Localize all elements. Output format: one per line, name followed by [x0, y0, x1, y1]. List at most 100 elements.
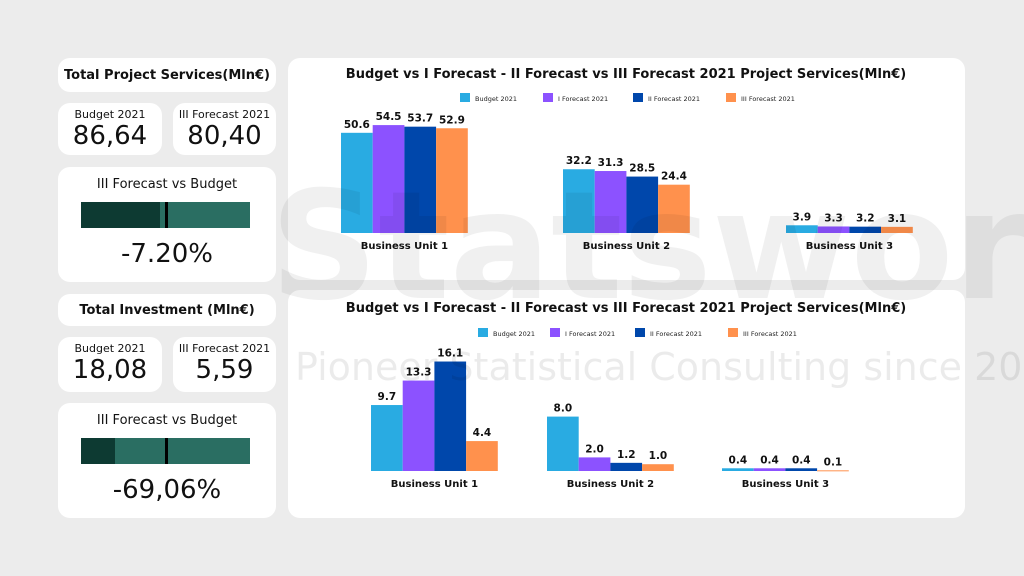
data-label: 13.3: [406, 367, 432, 379]
legend-label: III Forecast 2021: [743, 330, 797, 338]
project-services-title: Total Project Services(Mln€): [58, 58, 276, 92]
legend-label: II Forecast 2021: [648, 95, 700, 103]
legend-label: Budget 2021: [493, 330, 535, 338]
gauge-value: -7.20%: [121, 239, 213, 269]
bar: [849, 226, 882, 233]
bar: [547, 416, 579, 471]
chart-title: Budget vs I Forecast - II Forecast vs II…: [346, 301, 906, 316]
bar: [466, 441, 498, 471]
legend-label: Budget 2021: [475, 95, 517, 103]
category-label: Business Unit 3: [806, 241, 893, 252]
bar: [436, 128, 468, 233]
category-label: Business Unit 3: [742, 479, 829, 490]
bullet-gauge: [81, 202, 250, 228]
project-services-budget-card: Budget 2021 86,64: [58, 103, 162, 155]
investment-forecast-card: III Forecast 2021 5,59: [173, 337, 276, 392]
legend-swatch: [633, 93, 643, 102]
bar: [722, 468, 754, 471]
legend-label: I Forecast 2021: [558, 95, 608, 103]
chart-title: Budget vs I Forecast - II Forecast vs II…: [346, 67, 906, 82]
legend-label: II Forecast 2021: [650, 330, 702, 338]
data-label: 0.4: [729, 454, 748, 466]
bar: [578, 457, 611, 471]
data-label: 16.1: [437, 348, 463, 360]
legend-swatch: [635, 328, 645, 337]
kpi-value: 80,40: [187, 121, 262, 151]
data-label: 3.9: [793, 211, 812, 223]
bar: [341, 132, 373, 233]
gauge-label: III Forecast vs Budget: [96, 413, 238, 428]
bar: [404, 126, 437, 233]
data-label: 9.7: [378, 391, 397, 403]
bar: [371, 405, 403, 471]
project-services-title-text: Total Project Services(Mln€): [64, 67, 270, 83]
kpi-value: 18,08: [72, 355, 148, 385]
data-label: 1.2: [617, 449, 636, 461]
bar: [594, 171, 627, 233]
gauge-target-marker: [164, 438, 168, 464]
investment-title: Total Investment (Mln€): [58, 294, 276, 326]
investment-gauge-card: III Forecast vs Budget -69,06%: [58, 403, 276, 518]
legend-label: III Forecast 2021: [741, 95, 795, 103]
bar: [434, 361, 467, 471]
category-label: Business Unit 2: [567, 479, 654, 490]
data-label: 8.0: [554, 403, 573, 415]
category-label: Business Unit 2: [583, 241, 670, 252]
bar: [642, 464, 674, 471]
data-label: 2.0: [585, 443, 604, 455]
data-label: 3.1: [888, 213, 907, 225]
legend-swatch: [550, 328, 560, 337]
data-label: 4.4: [473, 427, 492, 439]
kpi-label: Budget 2021: [74, 342, 146, 355]
project-services-gauge-card: III Forecast vs Budget -7.20%: [58, 167, 276, 282]
bar: [610, 462, 643, 471]
gauge-target-marker: [164, 202, 168, 228]
data-label: 0.4: [792, 454, 811, 466]
data-label: 3.2: [856, 213, 875, 225]
investment-title-text: Total Investment (Mln€): [79, 302, 255, 318]
bar: [881, 226, 913, 233]
data-label: 31.3: [598, 157, 624, 169]
legend-swatch: [460, 93, 470, 102]
data-label: 3.3: [824, 212, 843, 224]
kpi-value: 5,59: [195, 355, 254, 385]
data-label: 28.5: [629, 163, 655, 175]
category-label: Business Unit 1: [391, 479, 478, 490]
bar-chart-2: Budget vs I Forecast - II Forecast vs II…: [346, 301, 906, 490]
bar: [817, 470, 849, 472]
data-label: 54.5: [376, 111, 402, 123]
legend-swatch: [728, 328, 738, 337]
project-services-forecast-card: III Forecast 2021 80,40: [173, 103, 276, 155]
bullet-gauge: [81, 438, 250, 464]
category-label: Business Unit 1: [361, 241, 448, 252]
bar: [817, 226, 850, 233]
data-label: 52.9: [439, 114, 465, 126]
data-label: 0.1: [824, 456, 843, 468]
gauge-fill: [81, 438, 115, 464]
gauge-fill: [81, 202, 161, 228]
bar: [785, 468, 818, 471]
bar: [402, 380, 435, 471]
legend-swatch: [543, 93, 553, 102]
kpi-label: III Forecast 2021: [178, 342, 271, 355]
data-label: 1.0: [649, 450, 668, 462]
bar: [372, 125, 405, 233]
legend-label: I Forecast 2021: [565, 330, 615, 338]
legend-swatch: [726, 93, 736, 102]
bar: [786, 225, 818, 233]
investment-budget-card: Budget 2021 18,08: [58, 337, 162, 392]
data-label: 53.7: [407, 113, 433, 125]
gauge-value: -69,06%: [112, 475, 222, 505]
bar-chart-1: Budget vs I Forecast - II Forecast vs II…: [341, 67, 913, 252]
bar: [658, 184, 690, 233]
data-label: 24.4: [661, 171, 687, 183]
data-label: 32.2: [566, 155, 592, 167]
data-label: 0.4: [760, 454, 779, 466]
kpi-label: III Forecast 2021: [178, 108, 271, 121]
chart-panel-2: Budget vs I Forecast - II Forecast vs II…: [288, 290, 965, 518]
kpi-label: Budget 2021: [74, 108, 146, 121]
bar: [626, 176, 659, 233]
data-label: 50.6: [344, 119, 370, 131]
gauge-label: III Forecast vs Budget: [96, 177, 238, 192]
legend-swatch: [478, 328, 488, 337]
